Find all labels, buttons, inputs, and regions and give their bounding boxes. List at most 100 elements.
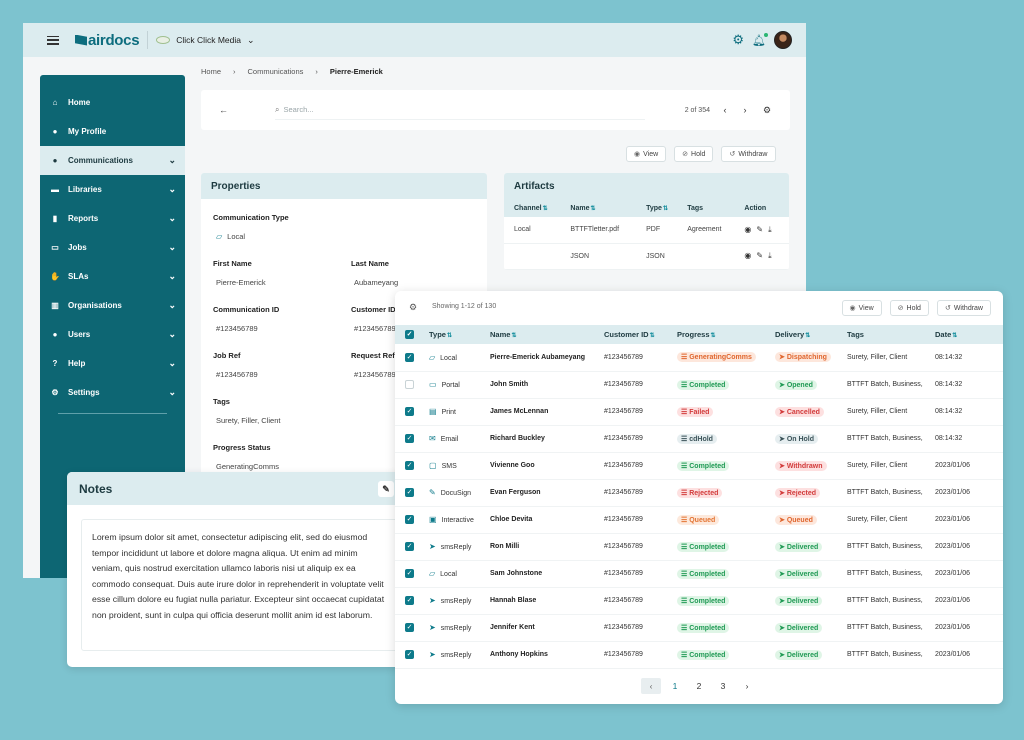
progress-badge: ☰ Completed — [677, 541, 730, 552]
page-1-button[interactable]: 1 — [672, 681, 678, 691]
breadcrumb-separator: › — [233, 67, 236, 76]
col-type[interactable]: Type⇅ — [636, 199, 678, 217]
avatar[interactable] — [774, 31, 792, 49]
row-checkbox[interactable]: ✓ — [405, 515, 414, 524]
row-checkbox[interactable] — [405, 380, 414, 389]
undo-icon: ↺ — [944, 305, 951, 312]
sidebar-item-label: My Profile — [68, 127, 107, 136]
sidebar-item-slas[interactable]: ✋ SLAs ⌄ — [40, 262, 185, 291]
row-checkbox[interactable]: ✓ — [405, 434, 414, 443]
date-cell: 08:14:32 — [935, 425, 1003, 453]
page-2-button[interactable]: 2 — [696, 681, 702, 691]
withdraw-button[interactable]: ↺ Withdraw — [721, 146, 776, 162]
eye-icon[interactable]: ◉ — [744, 251, 752, 260]
col-date[interactable]: Date⇅ — [935, 325, 1003, 344]
sidebar-item-my-profile[interactable]: ● My Profile — [40, 117, 185, 146]
col-delivery[interactable]: Delivery⇅ — [775, 325, 847, 344]
pencil-icon[interactable]: ✎ — [756, 224, 764, 234]
delivery-badge: ➤ Withdrawn — [775, 460, 827, 471]
row-checkbox[interactable]: ✓ — [405, 596, 414, 605]
row-checkbox[interactable]: ✓ — [405, 352, 414, 362]
col-progress[interactable]: Progress⇅ — [677, 325, 775, 344]
table-row[interactable]: ✓ ✎ DocuSign Evan Ferguson #123456789 ☰ Rejec… — [395, 479, 1003, 507]
back-arrow-icon[interactable]: ← — [219, 105, 228, 115]
sidebar-item-home[interactable]: ⌂ Home — [40, 88, 185, 117]
next-page-button[interactable]: › — [745, 681, 749, 691]
row-checkbox[interactable]: ✓ — [405, 407, 414, 416]
withdraw-button[interactable]: ↺ Withdraw — [936, 300, 991, 316]
row-checkbox[interactable]: ✓ — [405, 461, 414, 470]
table-row[interactable]: ✓ ➤ smsReply Hannah Blase #123456789 ☰ Comple… — [395, 587, 1003, 615]
date-cell: 2023/01/06 — [935, 506, 1003, 534]
view-button[interactable]: ◉ View — [841, 300, 882, 316]
col-type[interactable]: Type⇅ — [429, 325, 490, 344]
col-name[interactable]: Name⇅ — [560, 199, 637, 217]
select-all-checkbox[interactable]: ✓ — [405, 330, 414, 340]
table-row[interactable]: ✓ ▱ Local Sam Johnstone #123456789 ☰ Complete… — [395, 560, 1003, 588]
row-checkbox[interactable]: ✓ — [405, 542, 414, 551]
eye-icon[interactable]: ◉ — [744, 224, 752, 234]
send-icon: ➤ — [779, 354, 787, 362]
table-row[interactable]: ✓ ▣ Interactive Chloe Devita #123456789 ☰ Que… — [395, 506, 1003, 534]
date-cell: 08:14:32 — [935, 371, 1003, 399]
next-record-icon[interactable]: › — [743, 105, 747, 115]
col-channel[interactable]: Channel⇅ — [504, 199, 561, 217]
showing-count: Showing 1-12 of 130 — [432, 303, 497, 310]
breadcrumb-home[interactable]: Home — [201, 67, 222, 76]
prev-record-icon[interactable]: ‹ — [723, 105, 727, 115]
chart-icon: ▮ — [52, 214, 58, 223]
download-icon[interactable]: ⤓ — [768, 224, 772, 234]
name-cell: Pierre-Emerick Aubameyang — [490, 344, 604, 372]
notes-text[interactable]: Lorem ipsum dolor sit amet, consectetur … — [81, 519, 398, 651]
table-row[interactable]: ▭ Portal John Smith #123456789 ☰ Completed ➤ … — [395, 371, 1003, 399]
table-row[interactable]: ✓ ✉ Email Richard Buckley #123456789 ☰ cdHold… — [395, 425, 1003, 453]
sidebar-item-help[interactable]: ? Help ⌄ — [40, 349, 185, 378]
table-row[interactable]: ✓ ▢ SMS Vivienne Goo #123456789 ☰ Completed ➤ … — [395, 452, 1003, 480]
sidebar-item-settings[interactable]: ⚙ Settings ⌄ — [40, 378, 185, 407]
breadcrumb-communications[interactable]: Communications — [247, 67, 304, 76]
sidebar-item-jobs[interactable]: ▭ Jobs ⌄ — [40, 233, 185, 262]
row-checkbox[interactable]: ✓ — [405, 623, 414, 632]
app-logo[interactable]: airdocs — [75, 32, 140, 49]
col-customer-id[interactable]: Customer ID⇅ — [604, 325, 677, 344]
table-row[interactable]: ✓ ▱ Local Pierre-Emerick Aubameyang #1234567… — [395, 344, 1003, 372]
properties-title: Properties — [201, 173, 487, 199]
bell-icon[interactable]: 🔔︎ — [752, 32, 768, 47]
breadcrumb-separator: › — [315, 67, 318, 76]
col-name[interactable]: Name⇅ — [490, 325, 604, 344]
sidebar-item-organisations[interactable]: ▥ Organisations ⌄ — [40, 291, 185, 320]
col-action: Action — [734, 199, 789, 217]
user-icon: ● — [52, 127, 58, 136]
page-3-button[interactable]: 3 — [720, 681, 726, 691]
table-row[interactable]: ✓ ➤ smsReply Anthony Hopkins #123456789 ☰ Com… — [395, 641, 1003, 669]
prev-page-button[interactable]: ‹ — [641, 678, 661, 694]
name-cell: Ron Milli — [490, 533, 604, 561]
download-icon[interactable]: ⤓ — [768, 251, 772, 260]
record-settings-icon[interactable]: ⚙ — [762, 105, 772, 115]
view-button[interactable]: ◉ View — [626, 146, 667, 162]
row-checkbox[interactable]: ✓ — [405, 488, 414, 497]
sidebar-item-users[interactable]: ● Users ⌄ — [40, 320, 185, 349]
name-cell: Richard Buckley — [490, 425, 604, 453]
delivery-badge: ➤ Delivered — [775, 595, 823, 606]
search-input[interactable]: ⌕ Search... — [275, 100, 645, 120]
org-switcher[interactable]: Click Click Media ⌄ — [156, 35, 255, 46]
send-icon: ➤ — [779, 408, 787, 416]
table-settings-icon[interactable]: ⚙ — [409, 302, 418, 312]
pencil-icon[interactable]: ✎ — [378, 481, 394, 497]
table-row[interactable]: ✓ ➤ smsReply Jennifer Kent #123456789 ☰ Compl… — [395, 614, 1003, 642]
hold-button[interactable]: ⊘ Hold — [674, 146, 714, 162]
row-checkbox[interactable]: ✓ — [405, 650, 414, 659]
menu-icon[interactable] — [47, 35, 59, 45]
sidebar-item-reports[interactable]: ▮ Reports ⌄ — [40, 204, 185, 233]
job-ref-value: #123456789 — [216, 370, 258, 379]
pencil-icon[interactable]: ✎ — [756, 251, 764, 260]
table-row[interactable]: ✓ ➤ smsReply Ron Milli #123456789 ☰ Completed… — [395, 533, 1003, 561]
progress-badge: ☰ Completed — [677, 460, 730, 471]
hold-button[interactable]: ⊘ Hold — [889, 300, 929, 316]
sidebar-item-communications[interactable]: ● Communications ⌄ — [40, 146, 185, 175]
row-checkbox[interactable]: ✓ — [405, 569, 414, 578]
table-row[interactable]: ✓ ▤ Print James McLennan #123456789 ☰ Failed ➤… — [395, 398, 1003, 426]
sidebar-item-libraries[interactable]: ▬ Libraries ⌄ — [40, 175, 185, 204]
settings-gear-icon[interactable]: ⚙ — [732, 32, 745, 47]
